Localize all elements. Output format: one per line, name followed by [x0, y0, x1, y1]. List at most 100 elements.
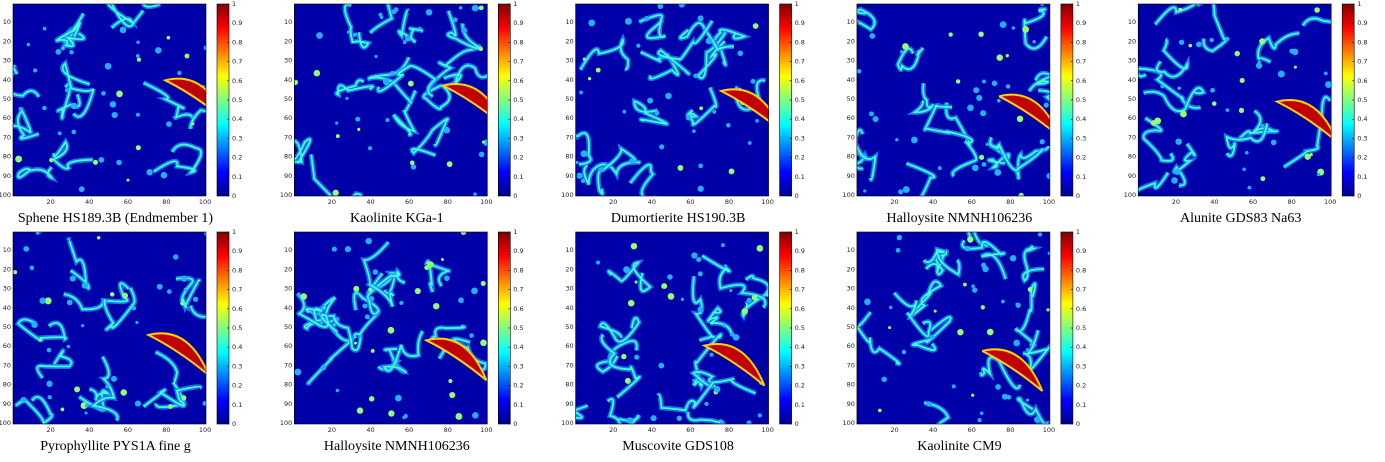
heatmap-image	[575, 4, 769, 196]
texture	[750, 78, 756, 84]
texture	[888, 305, 893, 310]
y-tick-label: 20	[3, 265, 11, 273]
texture	[923, 248, 961, 276]
texture	[692, 378, 696, 382]
x-tick-label: 40	[85, 426, 93, 434]
texture	[84, 411, 88, 415]
y-tick-label: 100	[842, 191, 854, 199]
texture	[598, 167, 605, 173]
texture	[51, 140, 93, 170]
texture	[166, 121, 172, 127]
y-tick-label: 100	[1124, 191, 1136, 199]
texture	[134, 400, 141, 407]
x-tick-label: 60	[686, 198, 694, 206]
texture	[425, 260, 450, 293]
x-tick-label: 80	[1287, 198, 1295, 206]
texture	[357, 127, 361, 131]
texture	[1154, 117, 1162, 125]
texture	[66, 344, 71, 349]
texture	[313, 69, 321, 77]
texture	[46, 347, 52, 353]
texture	[902, 186, 910, 193]
texture	[480, 280, 486, 287]
y-tick-label: 80	[565, 153, 573, 161]
texture	[356, 407, 364, 414]
texture	[707, 306, 733, 334]
texture	[967, 232, 989, 247]
colorbar-tick-label: 0	[795, 420, 799, 428]
texture	[580, 150, 588, 158]
texture	[1037, 232, 1043, 237]
colorbar-tick-label: 0.6	[1357, 77, 1367, 85]
texture	[69, 275, 76, 282]
panel-caption: Pyrophyllite PYS1A fine g	[40, 439, 191, 454]
y-tick-label: 100	[280, 419, 292, 427]
heatmap-image	[294, 232, 488, 424]
texture	[647, 97, 654, 104]
y-tick-label: 80	[284, 381, 292, 389]
texture	[1022, 329, 1050, 372]
texture	[579, 37, 629, 71]
texture	[1143, 87, 1205, 113]
texture	[13, 66, 40, 98]
texture	[135, 112, 141, 117]
texture	[697, 271, 703, 277]
texture	[146, 169, 153, 176]
panel: 20 40 60 80 100 10 20 30 40 50 60 70 80 90 100 0 0.1 0.2 0…	[280, 228, 524, 454]
colorbar-tick-label: 1	[232, 228, 236, 236]
texture	[57, 131, 62, 136]
texture	[155, 47, 162, 54]
texture	[156, 283, 163, 290]
texture	[896, 234, 903, 241]
panel: 20 40 60 80 100 10 20 30 40 50 60 70 80 90 100 0 0.1 0.2 0…	[842, 0, 1086, 226]
heatmap-image	[294, 4, 488, 196]
plot-frame	[293, 231, 488, 425]
texture	[929, 334, 935, 340]
texture	[895, 247, 901, 253]
y-tick-label: 50	[565, 95, 573, 103]
y-tick-label: 20	[1128, 37, 1136, 45]
texture	[588, 19, 596, 27]
plot-frame	[856, 3, 1051, 197]
texture	[153, 143, 202, 174]
colorbar-tick-label: 0.8	[232, 266, 242, 274]
texture	[657, 381, 715, 412]
texture	[80, 323, 85, 328]
texture	[60, 407, 65, 412]
colorbar-tick-label: 0.9	[795, 247, 805, 255]
x-tick-label: 20	[609, 426, 617, 434]
colorbar-tick-label: 0.5	[795, 324, 805, 332]
y-tick-label: 10	[565, 246, 573, 254]
y-tick-label: 90	[847, 172, 855, 180]
texture	[478, 151, 485, 158]
y-tick-label: 90	[847, 400, 855, 408]
y-tick-label: 90	[284, 400, 292, 408]
texture	[1047, 251, 1050, 256]
x-tick-label: 40	[929, 426, 937, 434]
colorbar-tick-label: 0.6	[513, 77, 523, 85]
texture	[42, 26, 47, 31]
texture	[986, 328, 994, 336]
texture	[1196, 41, 1202, 48]
texture	[42, 105, 47, 111]
x-tick-label: 100	[1043, 426, 1055, 434]
texture	[172, 254, 179, 260]
texture	[878, 408, 882, 413]
texture	[1260, 176, 1266, 182]
texture	[678, 4, 685, 8]
texture	[26, 42, 31, 47]
y-tick-label: 30	[847, 57, 855, 65]
texture	[911, 136, 918, 144]
texture	[403, 413, 408, 419]
y-tick-label: 60	[284, 342, 292, 350]
colorbar-tick-label: 0.2	[513, 154, 523, 162]
texture	[1234, 50, 1240, 57]
colorbar-tick-label: 0.5	[1076, 324, 1086, 332]
colorbar-tick-label: 0.5	[1357, 96, 1367, 104]
texture	[425, 9, 433, 16]
texture	[881, 376, 887, 383]
texture	[1202, 4, 1228, 52]
texture	[455, 413, 463, 420]
colorbar-tick-label: 0.2	[1076, 154, 1086, 162]
texture	[720, 420, 724, 424]
